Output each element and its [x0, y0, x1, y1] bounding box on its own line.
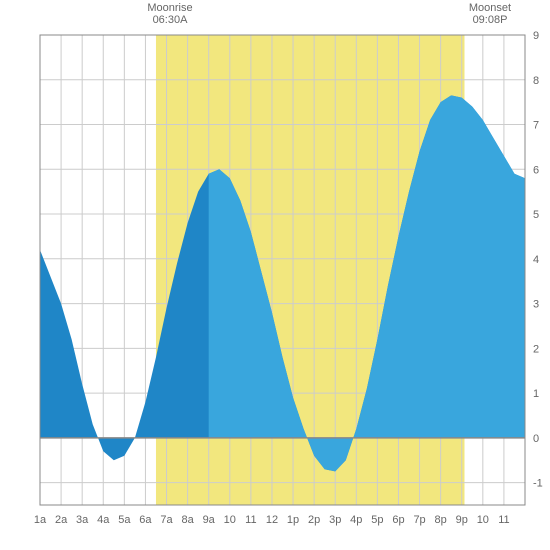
moonset-header: Moonset 09:08P: [450, 2, 530, 26]
tide-chart: Moonrise 06:30A Moonset 09:08P -10123456…: [0, 0, 550, 550]
x-tick-label: 7a: [160, 514, 173, 526]
x-tick-label: 11: [245, 514, 256, 526]
x-tick-label: 1p: [287, 514, 299, 526]
x-tick-label: 3a: [76, 514, 89, 526]
x-tick-label: 8a: [181, 514, 194, 526]
x-tick-label: 9p: [456, 514, 468, 526]
x-tick-label: 7p: [413, 514, 425, 526]
moonset-time: 09:08P: [450, 14, 530, 26]
y-tick-label: 4: [533, 254, 539, 266]
x-tick-label: 10: [224, 514, 236, 526]
y-tick-label: 8: [533, 75, 539, 87]
x-tick-label: 3p: [329, 514, 341, 526]
chart-svg: -101234567891a2a3a4a5a6a7a8a9a1011121p2p…: [0, 0, 550, 550]
moonset-label: Moonset: [450, 2, 530, 14]
x-tick-label: 5p: [371, 514, 383, 526]
y-tick-label: 3: [533, 299, 539, 311]
x-tick-label: 5a: [118, 514, 131, 526]
x-tick-label: 4a: [97, 514, 110, 526]
x-tick-label: 10: [477, 514, 489, 526]
x-tick-label: 1a: [34, 514, 47, 526]
x-tick-label: 2p: [308, 514, 320, 526]
x-tick-label: 4p: [350, 514, 362, 526]
y-tick-label: 6: [533, 164, 539, 176]
y-tick-label: -1: [533, 478, 543, 490]
y-tick-label: 7: [533, 120, 539, 132]
y-tick-label: 0: [533, 433, 539, 445]
x-tick-label: 6p: [392, 514, 404, 526]
y-tick-label: 2: [533, 343, 539, 355]
x-tick-label: 8p: [435, 514, 447, 526]
moonrise-time: 06:30A: [130, 14, 210, 26]
moonrise-header: Moonrise 06:30A: [130, 2, 210, 26]
x-tick-label: 11: [498, 514, 509, 526]
moonrise-label: Moonrise: [130, 2, 210, 14]
y-tick-label: 9: [533, 30, 539, 42]
x-tick-label: 12: [266, 514, 278, 526]
x-tick-label: 6a: [139, 514, 152, 526]
y-tick-label: 1: [533, 388, 539, 400]
x-tick-label: 9a: [203, 514, 216, 526]
y-tick-label: 5: [533, 209, 539, 221]
x-tick-label: 2a: [55, 514, 68, 526]
